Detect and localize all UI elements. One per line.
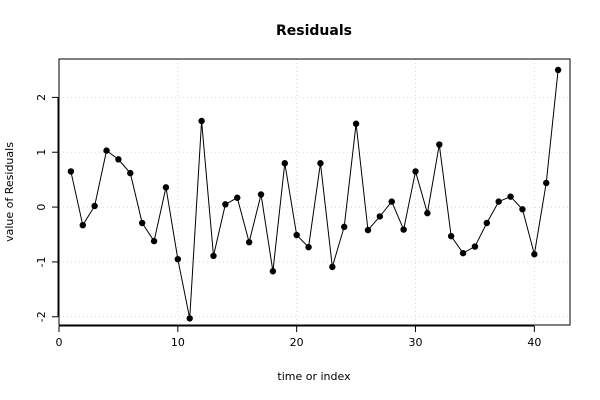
data-point [519, 206, 526, 213]
x-tick-label: 40 [527, 336, 541, 349]
data-point [186, 315, 193, 322]
data-point [91, 202, 98, 210]
data-point [162, 184, 170, 191]
data-point [127, 169, 134, 177]
y-tick-label: -2 [35, 311, 48, 322]
data-point [471, 243, 479, 250]
data-point [424, 209, 431, 217]
data-point [198, 117, 205, 125]
data-point [150, 237, 158, 245]
data-point [305, 243, 312, 251]
data-point [257, 191, 265, 198]
x-tick-label: 20 [290, 336, 304, 349]
data-point [281, 160, 288, 167]
data-point [245, 238, 253, 246]
data-point [507, 193, 514, 200]
data-point [222, 201, 229, 208]
data-point [329, 263, 336, 271]
y-axis-label: value of Residuals [3, 142, 16, 242]
data-point [531, 251, 538, 258]
data-point [400, 226, 407, 233]
data-point [269, 268, 277, 275]
y-tick-label: 0 [35, 204, 48, 211]
data-point [436, 141, 443, 148]
data-point [459, 249, 467, 257]
series-line [70, 69, 559, 319]
x-tick-label: 0 [56, 336, 63, 349]
data-points [67, 66, 562, 322]
data-point [495, 198, 502, 205]
x-axis: 0 10 20 30 40 [56, 325, 541, 349]
data-point [341, 223, 348, 231]
data-point [352, 120, 360, 127]
y-tick-label: 2 [35, 94, 48, 101]
chart-title: Residuals [276, 23, 352, 39]
data-point [210, 252, 217, 260]
data-point [317, 160, 324, 167]
plot-frame [58, 58, 571, 326]
y-tick-label: -1 [35, 256, 48, 267]
data-point [483, 219, 491, 227]
data-point [412, 168, 419, 175]
y-axis: -2 -1 0 1 2 [35, 94, 59, 322]
data-point [293, 231, 300, 239]
data-point [115, 156, 122, 163]
y-tick-label: 1 [35, 149, 48, 156]
x-tick-label: 30 [409, 336, 423, 349]
data-point [447, 232, 455, 240]
data-point [543, 179, 550, 187]
data-point [554, 66, 562, 74]
data-point [67, 168, 75, 175]
data-point [364, 226, 372, 234]
x-axis-label: time or index [277, 370, 351, 383]
data-point [138, 219, 146, 227]
data-point [388, 198, 395, 205]
x-tick-label: 10 [171, 336, 185, 349]
data-point [376, 213, 384, 220]
grid [58, 59, 570, 325]
data-point [103, 147, 110, 154]
data-point [234, 194, 241, 201]
data-point [174, 255, 182, 263]
data-point [79, 221, 86, 229]
